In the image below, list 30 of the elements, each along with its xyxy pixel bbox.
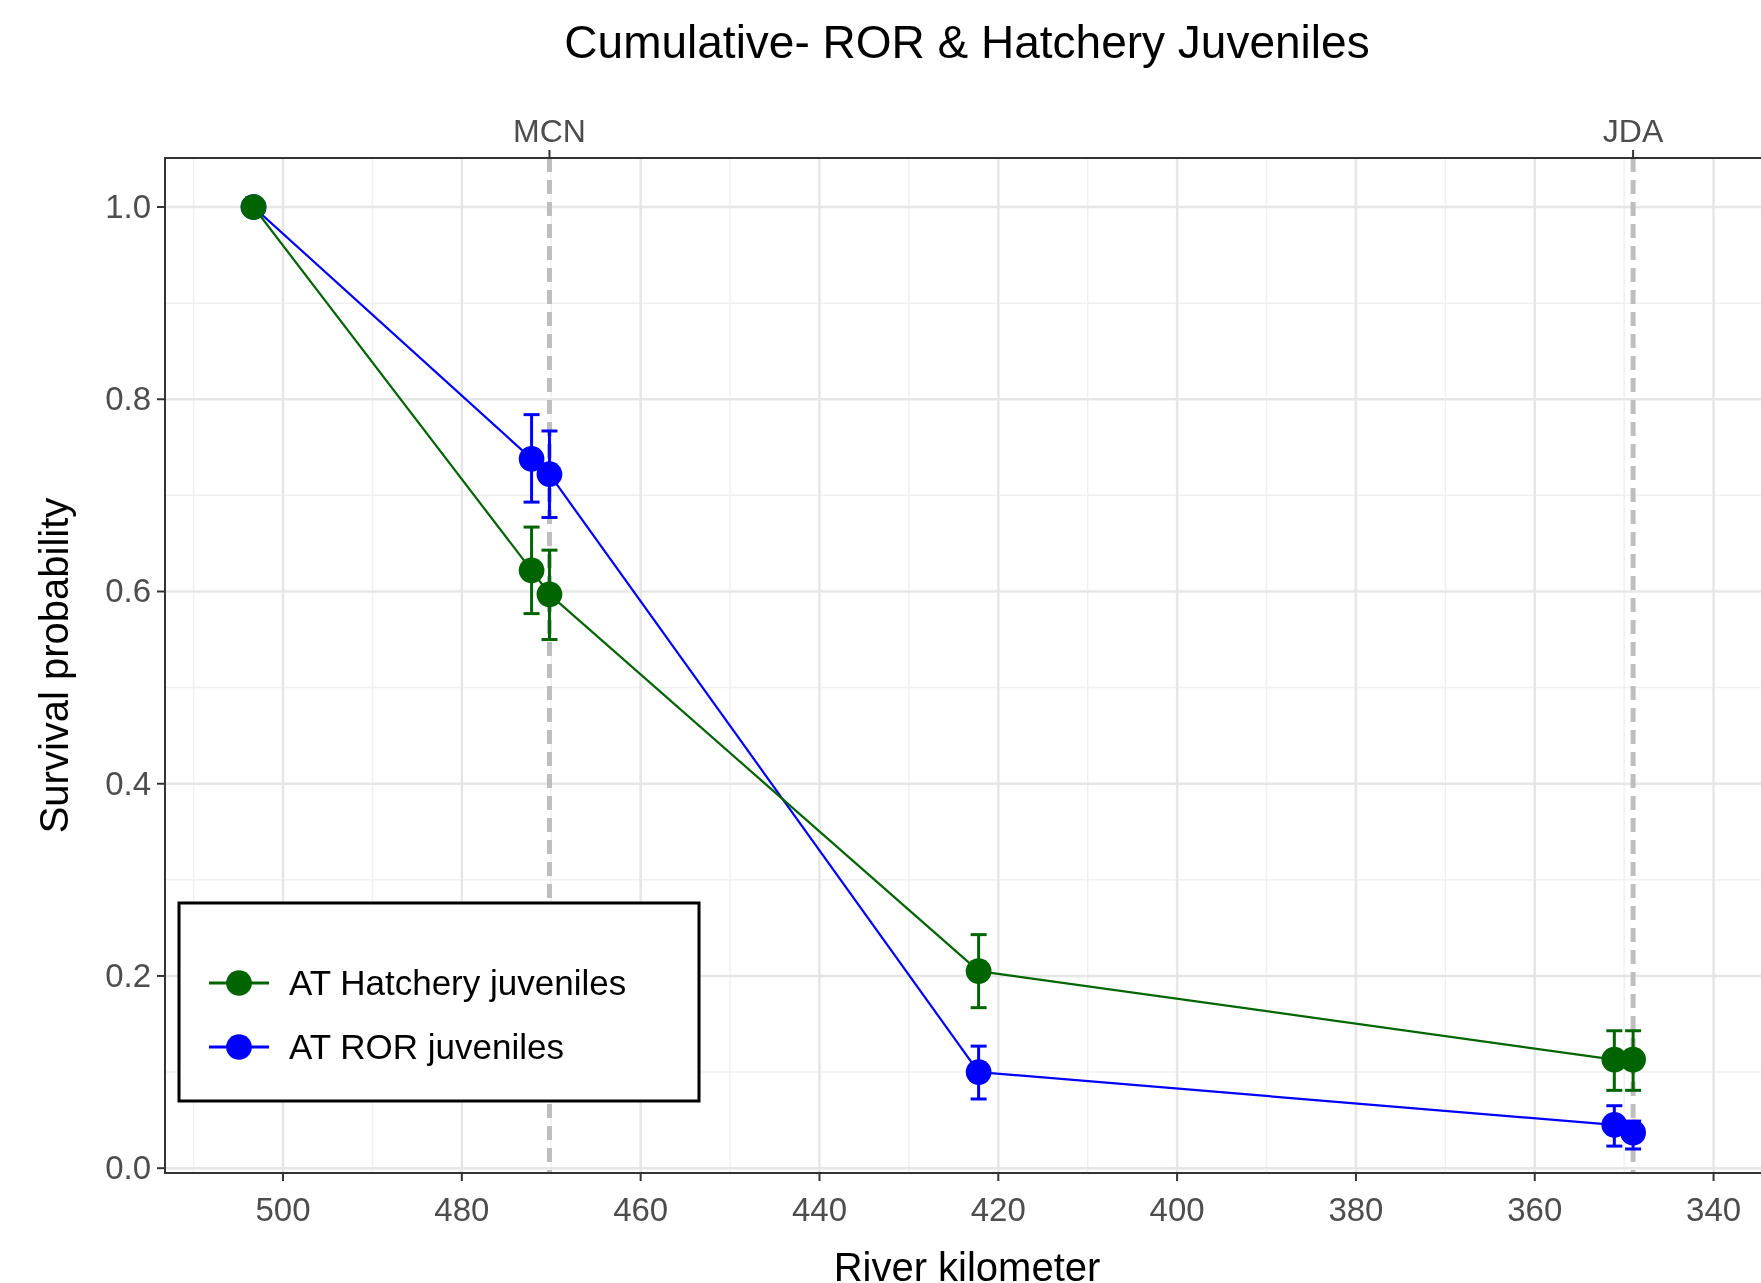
y-tick-label: 0.8 <box>105 380 151 418</box>
y-tick-label: 0.0 <box>105 1149 151 1187</box>
x-tick-label: 340 <box>1686 1191 1742 1228</box>
x-tick-label: 420 <box>970 1191 1026 1228</box>
legend-label: AT Hatchery juveniles <box>289 963 627 1002</box>
point <box>518 446 545 472</box>
x-axis-title: River kilometer <box>833 1245 1101 1283</box>
y-axis-title: Survival probability <box>32 497 76 834</box>
y-tick-label: 1.0 <box>105 188 151 226</box>
x-tick-label: 460 <box>613 1191 669 1228</box>
x-tick-label: 380 <box>1328 1191 1384 1228</box>
ref-line-label: MCN <box>513 113 586 149</box>
y-tick-label: 0.6 <box>105 572 151 610</box>
chart-title: Cumulative- ROR & Hatchery Juveniles <box>564 16 1370 68</box>
y-tick-label: 0.4 <box>105 764 151 802</box>
point <box>1620 1119 1646 1146</box>
ref-line-label: JDA <box>1602 113 1664 149</box>
point <box>518 557 545 584</box>
point <box>965 958 992 984</box>
y-tick-label: 0.2 <box>105 956 151 994</box>
x-tick-label: 440 <box>791 1191 848 1228</box>
x-tick-label: 360 <box>1507 1191 1563 1228</box>
x-tick-label: 500 <box>255 1191 311 1228</box>
point <box>536 581 563 608</box>
x-tick-label: 400 <box>1149 1191 1205 1228</box>
legend-label: AT ROR juveniles <box>289 1027 564 1066</box>
point <box>536 461 563 488</box>
x-tick-label: 480 <box>434 1191 490 1228</box>
point <box>965 1059 992 1085</box>
point <box>1620 1046 1646 1073</box>
